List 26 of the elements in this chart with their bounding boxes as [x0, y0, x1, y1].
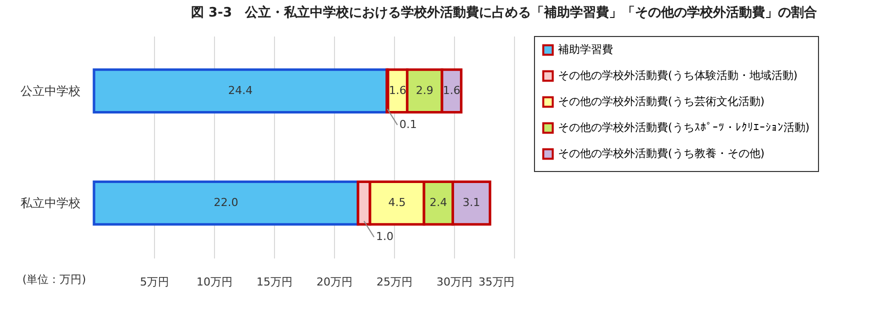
- legend-label: その他の学校外活動費(うち体験活動・地域活動): [558, 69, 798, 82]
- x-tick-label: 20万円: [316, 276, 352, 288]
- data-label: 4.5: [388, 196, 406, 210]
- x-tick-label: 35万円: [478, 276, 514, 288]
- text: (単位：万円): [22, 273, 86, 286]
- x-tick-label: 10万円: [196, 276, 232, 288]
- legend-label: その他の学校外活動費(うちｽﾎﾟｰﾂ・ﾚｸﾘｴｰｼｮﾝ活動): [558, 121, 810, 134]
- x-tick-label: 15万円: [256, 276, 292, 288]
- legend-label: その他の学校外活動費(うち教養・その他): [558, 147, 765, 160]
- x-tick-label: 25万円: [376, 276, 412, 288]
- y-tick-label: 公立中学校: [20, 84, 80, 98]
- annotation: 0.1: [399, 118, 417, 131]
- data-label: 2.9: [416, 84, 434, 97]
- annotation: 1.0: [376, 230, 394, 244]
- data-label: 1.6: [388, 84, 406, 97]
- data-label: 2.4: [430, 196, 448, 210]
- y-tick-label: 私立中学校: [20, 196, 80, 210]
- data-label: 3.1: [462, 196, 480, 210]
- legend-label: 補助学習費: [558, 43, 613, 56]
- legend-label: その他の学校外活動費(うち芸術文化活動): [558, 95, 765, 108]
- x-tick-label: 5万円: [140, 276, 169, 288]
- data-label: 1.6: [442, 84, 460, 97]
- x-tick-label: 30万円: [436, 276, 472, 288]
- chart-title: 図 3-3 公立・私立中学校における学校外活動費に占める「補助学習費」「その他の学校外活動費」の割合: [190, 4, 818, 20]
- data-label: 24.4: [228, 84, 253, 97]
- data-label: 22.0: [214, 196, 238, 210]
